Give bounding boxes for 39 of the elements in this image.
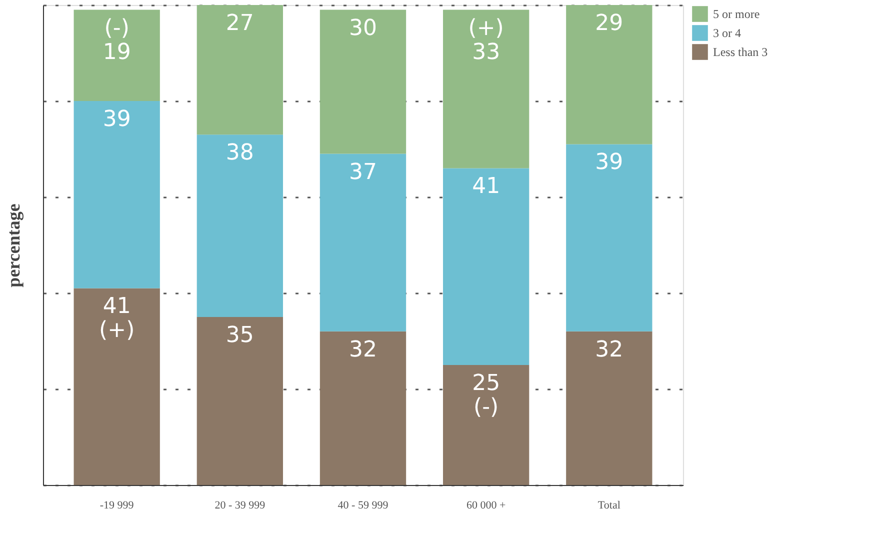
data-label: 35	[226, 323, 254, 348]
legend-label: 5 or more	[713, 7, 760, 21]
bar	[74, 10, 160, 101]
data-label: 39	[595, 150, 624, 176]
data-label: 41	[472, 174, 500, 200]
y-axis-title: percentage	[4, 204, 24, 288]
x-tick-label: Total	[598, 500, 620, 512]
data-label: 25 (-)	[472, 371, 500, 420]
data-label: 27	[226, 11, 254, 36]
bar	[74, 288, 160, 485]
data-label: 29	[595, 11, 624, 36]
x-tick-label: 60 000 +	[466, 500, 506, 512]
legend-label: Less than 3	[713, 45, 768, 59]
data-label: (+) 33	[468, 16, 504, 65]
bar	[443, 168, 530, 365]
bar	[196, 134, 283, 317]
data-label: 39	[102, 107, 131, 132]
data-label: 32	[595, 337, 624, 362]
bar	[74, 101, 160, 288]
data-label: (-) 19	[102, 16, 131, 65]
legend-label: 3 or 4	[713, 26, 741, 40]
data-label: 38	[226, 140, 254, 166]
data-label: 32	[349, 337, 377, 362]
bar	[566, 144, 652, 332]
bar	[320, 154, 406, 332]
bar	[566, 331, 652, 485]
x-tick-label: 20 - 39 999	[214, 500, 266, 512]
bar	[320, 10, 406, 154]
data-label: 30	[349, 16, 377, 41]
bar	[320, 331, 406, 485]
bar	[443, 10, 530, 168]
bar	[443, 365, 530, 485]
data-label: 41 (+)	[99, 294, 135, 344]
bar	[196, 317, 283, 485]
x-tick-label: 40 - 59 999	[338, 500, 389, 512]
x-tick-label: -19 999	[100, 500, 134, 512]
bar	[566, 5, 652, 144]
data-label: 37	[349, 160, 377, 185]
bar	[196, 5, 283, 135]
